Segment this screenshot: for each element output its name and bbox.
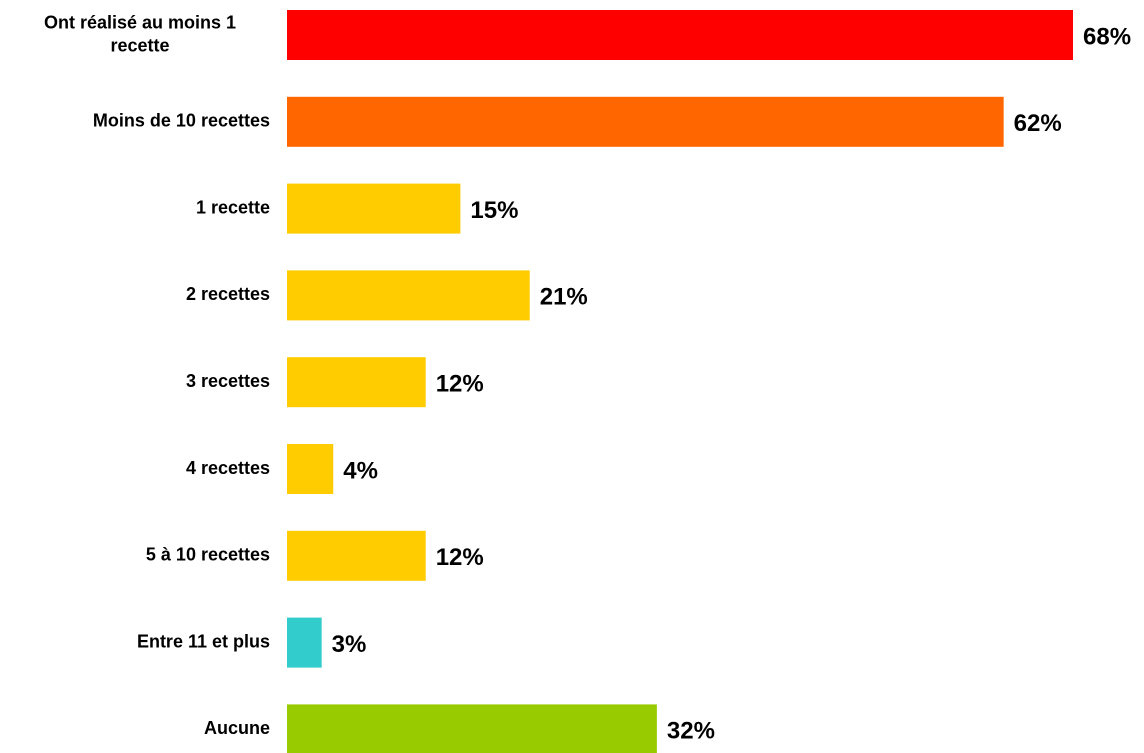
- value-label: 3%: [332, 631, 367, 658]
- category-label: Moins de 10 recettes: [93, 111, 270, 131]
- bar: [287, 704, 657, 753]
- bar-row: 1 recette 15%: [196, 183, 518, 234]
- bar: [287, 270, 530, 321]
- value-label: 12%: [436, 371, 484, 398]
- bar: [287, 357, 426, 408]
- bar-row: Moins de 10 recettes 62%: [93, 96, 1062, 147]
- bar-row: Aucune 32%: [204, 704, 715, 753]
- value-label: 62%: [1014, 110, 1062, 137]
- value-label: 12%: [436, 544, 484, 571]
- bar-row: Entre 11 et plus 3%: [137, 617, 367, 668]
- value-label: 15%: [470, 197, 518, 224]
- bar: [287, 96, 1004, 147]
- value-label: 4%: [343, 457, 378, 484]
- value-label: 32%: [667, 718, 715, 745]
- bar: [287, 183, 461, 234]
- category-label: 3 recettes: [186, 371, 270, 391]
- bar-row: 3 recettes 12%: [186, 357, 484, 408]
- category-label: 1 recette: [196, 197, 270, 217]
- category-label: 2 recettes: [186, 284, 270, 304]
- bar-row: Ont réalisé au moins 1 recette 68%: [44, 10, 1131, 60]
- category-label: Aucune: [204, 718, 270, 738]
- category-label: 5 à 10 recettes: [146, 545, 270, 565]
- category-label: Entre 11 et plus: [137, 631, 270, 651]
- value-label: 21%: [540, 284, 588, 311]
- category-label: Ont réalisé au moins 1 recette: [44, 12, 236, 55]
- bar-row: 5 à 10 recettes 12%: [146, 530, 484, 581]
- value-label: 68%: [1083, 23, 1131, 50]
- bar: [287, 530, 426, 581]
- bar: [287, 617, 322, 668]
- bar: [287, 444, 334, 494]
- bar-row: 2 recettes 21%: [186, 270, 588, 321]
- category-label: 4 recettes: [186, 458, 270, 478]
- bar: [287, 10, 1073, 60]
- bar-row: 4 recettes 4%: [186, 444, 378, 494]
